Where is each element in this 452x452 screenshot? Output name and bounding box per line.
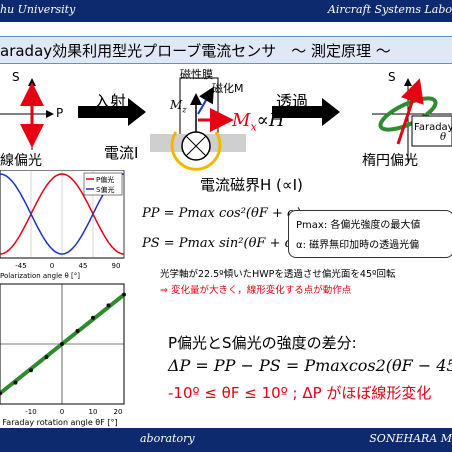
mz-label: Mz (170, 98, 187, 115)
rotated-pol-up (400, 78, 424, 115)
header-bar: hu University Aircraft Systems Labo (0, 0, 452, 22)
lower-x-label: Faraday rotation angle θF [°] (2, 418, 117, 427)
data-point (44, 355, 49, 360)
lower-tick-3: 20 (114, 408, 123, 416)
wire-cross-b (185, 135, 207, 157)
lower-tick-1: 0 (60, 408, 64, 416)
formula-ps: PS = Pmax sin²(θF + α) (142, 236, 299, 251)
faraday-box-theta: θ (440, 132, 447, 143)
legend-s-text: S偏光 (96, 185, 114, 194)
header-university: hu University (0, 3, 76, 16)
upper-tick-0: -45 (15, 262, 26, 270)
header-lab: Aircraft Systems Labo (327, 3, 452, 16)
note-pmax: Pmax: 各偏光強度の最大値 (296, 220, 421, 231)
upper-tick-3: 90 (112, 262, 121, 270)
title-bar (0, 36, 452, 64)
field-loop (170, 131, 222, 171)
rotated-pol-down (396, 113, 410, 145)
data-point (106, 303, 111, 308)
data-point (122, 292, 126, 297)
page-title: araday効果利用型光プローブ電流センサ ～ 測定原理 ～ (0, 42, 391, 60)
lower-chart: -10 0 10 20 Faraday rotation angle θF [°… (0, 283, 126, 427)
faraday-box (411, 115, 452, 147)
formula-pp: PP = Pmax cos²(θF + α) (142, 206, 301, 221)
linear-pol-label: 線偏光 (0, 153, 42, 169)
note-operating-point: ⇒ 変化量が大きく，線形変化する点が動作点 (160, 285, 352, 296)
note-hwp: 光学軸が22.5º傾いたHWPを透過させ偏光面を45º回転 (160, 269, 396, 280)
principle-diagram (0, 77, 452, 171)
upper-tick-2: 45 (79, 262, 88, 270)
mx-formula: Mx∝H (232, 110, 285, 134)
data-point (60, 342, 64, 346)
upper-x-label: Polarization angle θ [°] (0, 272, 80, 280)
field-label: 電流磁界H (∝I) (200, 176, 303, 194)
data-point (13, 380, 18, 385)
left-p-label: P (56, 106, 64, 120)
transmit-arrow (272, 98, 340, 126)
lower-tick-0: -10 (25, 408, 36, 416)
upper-chart: P偏光 S偏光 -45 0 45 90 Polarization angle θ… (0, 170, 125, 280)
legend-p-text: P偏光 (96, 175, 114, 184)
p-curve (0, 173, 125, 255)
data-point (0, 391, 2, 396)
data-point (29, 368, 33, 373)
magnetization-label: 磁化M (212, 82, 244, 95)
footer-bar: aboratory SONEHARA M (0, 428, 452, 452)
data-point (75, 328, 80, 333)
current-label: 電流I (104, 144, 139, 162)
data-point (91, 315, 95, 320)
elliptical-pol-label: 楕円偏光 (362, 153, 418, 169)
footer-lab: aboratory (140, 432, 195, 445)
footer-author: SONEHARA M (369, 432, 452, 445)
magnetization-arrow (197, 86, 215, 115)
incident-arrow (78, 98, 146, 126)
incident-label: 入射 (94, 92, 127, 111)
upper-tick-1: 0 (50, 262, 54, 270)
conclusion-heading: P偏光とS偏光の強度の差分: (168, 334, 357, 352)
faraday-box-text: Faraday回 (414, 122, 452, 133)
transmit-label: 透過 (276, 92, 309, 111)
note-alpha: α: 磁界無印加時の透過光偏 (296, 240, 420, 251)
conclusion-range: -10º ≤ θF ≤ 10º ; ΔP がほぼ線形変化 (168, 384, 432, 402)
conclusion-equation: ΔP = PP − PS = Pmaxcos2(θF − 45º) (168, 356, 452, 375)
left-s-label: S (12, 70, 20, 84)
formula-note-box (288, 210, 452, 258)
lower-tick-2: 10 (89, 408, 98, 416)
right-s-label: S (388, 70, 396, 84)
film-label: 磁性膜 (180, 68, 213, 81)
